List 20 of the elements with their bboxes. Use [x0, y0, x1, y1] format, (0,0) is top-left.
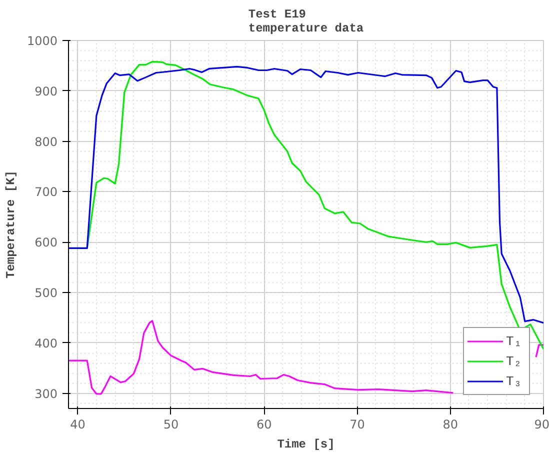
x-tick-label: 90 [534, 418, 549, 432]
y-tick-label: 400 [34, 336, 58, 350]
x-tick-label: 80 [442, 418, 458, 432]
y-tick-label: 800 [34, 134, 58, 149]
y-tick-label: 900 [34, 84, 58, 98]
y-tick-label: 700 [34, 185, 58, 200]
y-tick-label: 600 [34, 236, 58, 250]
chart-title: Test E19 temperature data [248, 8, 364, 36]
x-tick-label: 70 [350, 418, 365, 432]
y-tick-label: 1000 [26, 34, 58, 48]
x-tick-label: 50 [163, 418, 179, 432]
x-tick-label: 40 [70, 418, 86, 432]
y-tick-label: 300 [34, 386, 58, 401]
x-axis-title: Time [s] [277, 438, 335, 452]
y-tick-label: 500 [34, 286, 58, 300]
y-axis-title: Temperature [K] [4, 170, 18, 279]
legend-label: T₂ [506, 354, 523, 368]
legend-label: T₁ [506, 334, 523, 348]
legend-label: T₃ [506, 374, 523, 388]
x-tick-label: 60 [256, 418, 272, 432]
